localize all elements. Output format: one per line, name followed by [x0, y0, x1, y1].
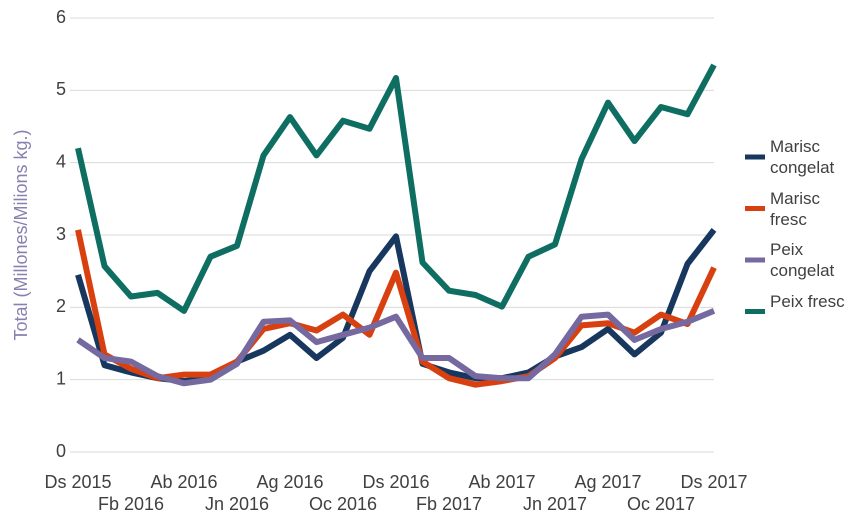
x-tick-label: Jn 2016	[205, 494, 269, 514]
y-tick-label: 5	[56, 79, 66, 99]
x-tick-label: Ag 2016	[256, 472, 323, 492]
x-tick-label: Ab 2016	[150, 472, 217, 492]
x-tick-label: Fb 2016	[98, 494, 164, 514]
x-tick-label: Fb 2017	[416, 494, 482, 514]
x-tick-label: Ds 2017	[680, 472, 747, 492]
y-tick-label: 2	[56, 296, 66, 316]
legend-label: Marisc fresc	[770, 188, 821, 229]
y-axis-label: Total (Millones/Milions kg.)	[11, 129, 31, 340]
x-tick-label: Ag 2017	[574, 472, 641, 492]
legend-label: Peix congelat	[770, 240, 835, 280]
y-tick-label: 0	[56, 441, 66, 461]
x-tick-label: Ds 2015	[44, 472, 111, 492]
series-line	[75, 63, 717, 314]
x-tick-label: Ds 2016	[362, 472, 429, 492]
series-line	[76, 308, 716, 387]
x-tick-label: Oc 2017	[627, 494, 695, 514]
x-tick-label: Oc 2016	[309, 494, 377, 514]
legend-label: Peix fresc	[770, 291, 845, 311]
legend-label: Marisc congelat	[770, 137, 835, 177]
x-tick-label: Jn 2017	[523, 494, 587, 514]
y-tick-label: 1	[56, 368, 66, 388]
y-tick-label: 4	[56, 151, 66, 171]
y-tick-label: 3	[56, 224, 66, 244]
y-tick-label: 6	[56, 7, 66, 27]
x-tick-label: Ab 2017	[468, 472, 535, 492]
series-line	[75, 229, 717, 388]
